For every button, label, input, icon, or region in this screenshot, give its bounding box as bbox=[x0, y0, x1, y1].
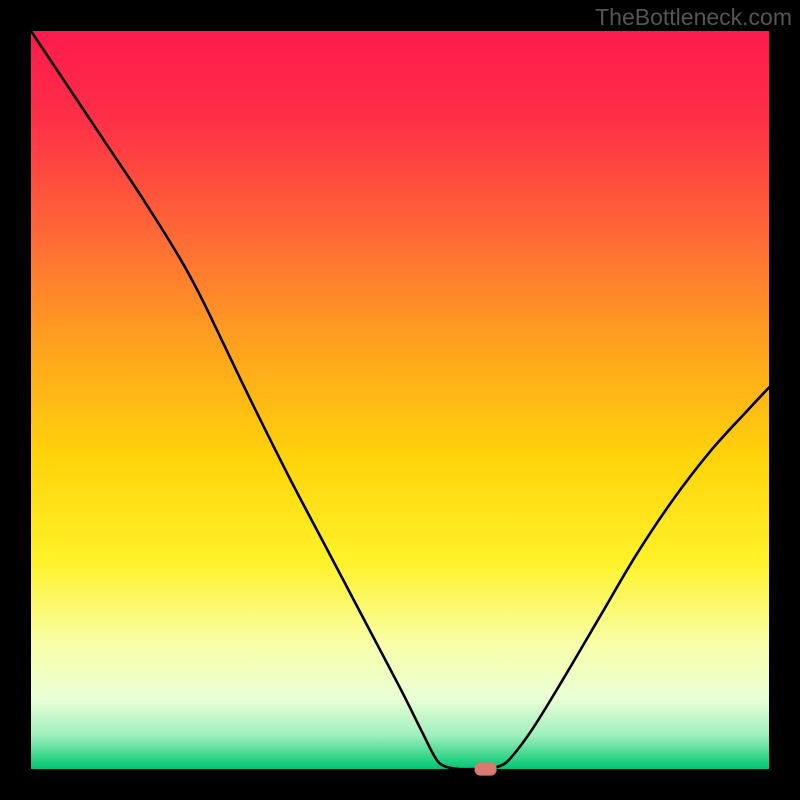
chart-container: TheBottleneck.com bbox=[0, 0, 800, 800]
frame-left bbox=[0, 0, 31, 800]
plot-background bbox=[31, 31, 769, 769]
optimal-marker bbox=[475, 762, 497, 775]
frame-right bbox=[769, 0, 800, 800]
frame-bottom bbox=[0, 769, 800, 800]
watermark-text: TheBottleneck.com bbox=[595, 4, 792, 31]
bottleneck-chart bbox=[0, 0, 800, 800]
